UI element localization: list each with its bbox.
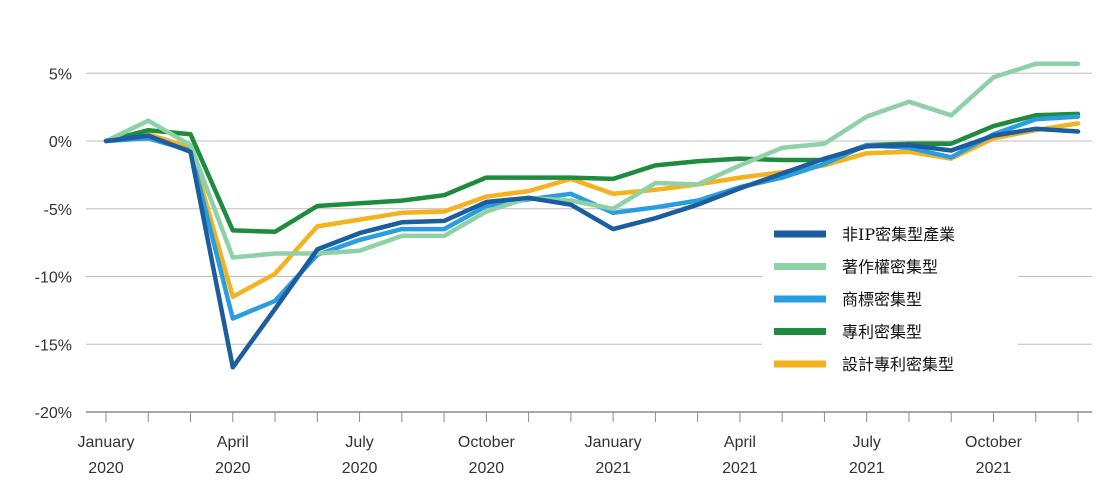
legend-label: 專利密集型 [842, 323, 922, 342]
legend: 非IP密集型產業著作權密集型商標密集型專利密集型設計專利密集型 [762, 213, 1018, 395]
x-tick-label: July2020 [342, 434, 378, 477]
legend-label: 商標密集型 [842, 290, 922, 309]
legend-label: 非IP密集型產業 [842, 225, 955, 244]
x-tick-label: January2020 [78, 434, 135, 477]
x-tick-label: April2020 [215, 434, 251, 477]
y-axis-ticks: 5% 0% -5% -10% -15% -20% [35, 66, 72, 422]
y-tick-label: 5% [49, 66, 72, 83]
x-tick-label: July2021 [849, 434, 885, 477]
x-tick-label: October2021 [965, 434, 1023, 477]
x-tick-label: January2021 [585, 434, 642, 477]
y-tick-label: -20% [35, 405, 72, 422]
legend-label: 著作權密集型 [842, 258, 938, 277]
y-tick-label: -10% [35, 270, 72, 287]
y-tick-label: -5% [44, 202, 72, 219]
y-tick-label: 0% [49, 134, 72, 151]
legend-label: 設計專利密集型 [842, 355, 954, 374]
x-tick-label: October2020 [458, 434, 516, 477]
y-tick-label: -15% [35, 337, 72, 354]
x-tick-label: April2021 [722, 434, 758, 477]
x-axis: January2020 April2020 July2020 October2020 J… [78, 412, 1078, 477]
